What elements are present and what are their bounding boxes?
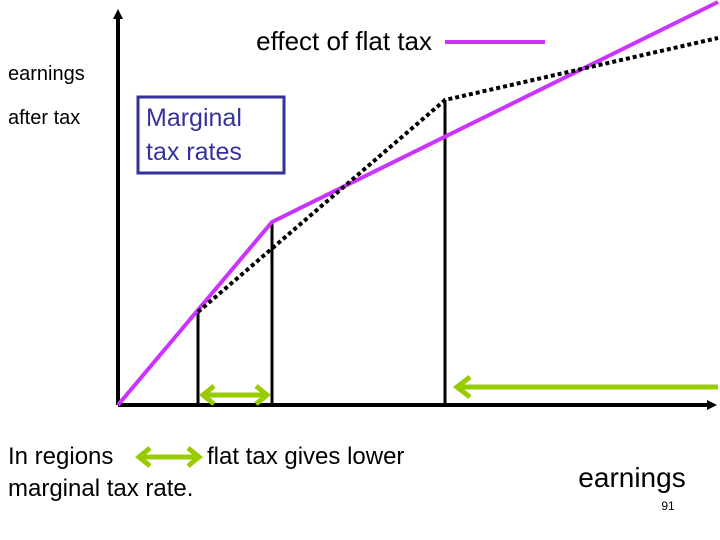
flat-tax-line [116,0,719,407]
range-arrow [199,384,271,406]
caption: In regions [8,443,113,470]
y-axis-label: after tax [8,107,80,129]
y-axis-label: earnings [8,63,85,85]
progressive-tax-line [196,36,719,314]
text-box [136,95,286,175]
page-number: 91 [661,499,675,513]
caption: flat tax gives lower [207,443,404,470]
box-text: Marginal [146,104,242,132]
legend-label: effect of flat tax [256,26,432,56]
x-axis-label: earnings [578,462,685,493]
box-text: tax rates [146,138,242,166]
range-arrow [135,446,203,468]
caption: marginal tax rate. [8,475,193,502]
range-arrow [452,375,718,399]
